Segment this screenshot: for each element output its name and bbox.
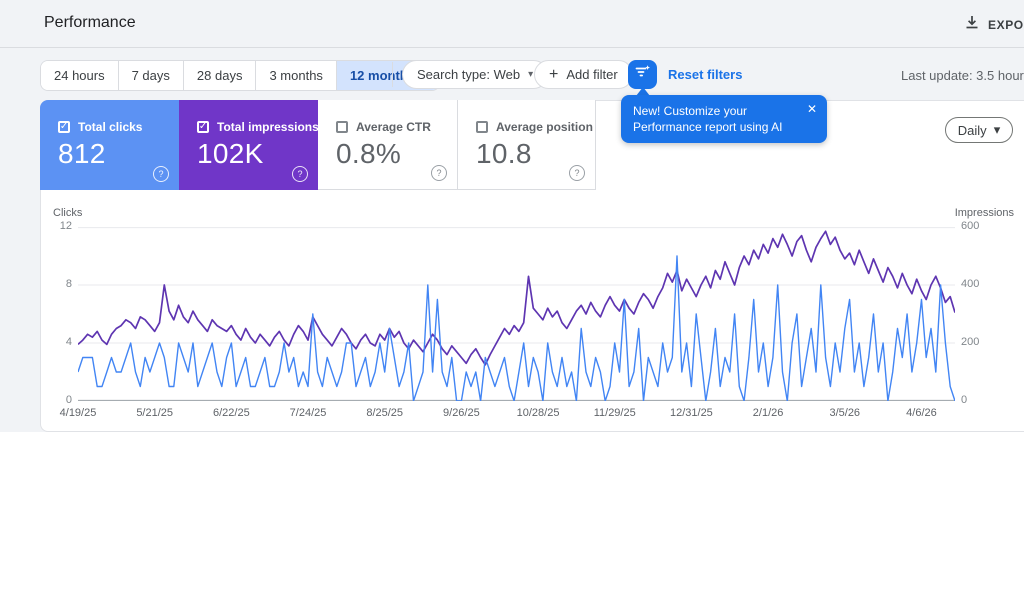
right-axis-tick: 600 [961, 220, 979, 232]
date-range-28-days[interactable]: 28 days [184, 61, 257, 90]
ai-promo-text: New! Customize your Performance report u… [633, 103, 782, 135]
chevron-down-icon: ▾ [528, 69, 533, 80]
left-axis-title: Clicks [53, 207, 82, 219]
metric-tile-average-ctr[interactable]: Average CTR 0.8%? [318, 100, 457, 190]
left-axis-tick: 4 [40, 336, 72, 348]
plus-icon: + [549, 67, 558, 83]
add-filter-button[interactable]: + Add filter [534, 60, 633, 89]
checkbox-icon[interactable] [476, 121, 488, 133]
checkbox-icon[interactable]: ✓ [58, 121, 70, 133]
x-axis-tick: 4/6/26 [889, 407, 953, 419]
help-icon[interactable]: ? [153, 166, 169, 182]
search-type-button[interactable]: Search type: Web ▾ [402, 60, 548, 89]
checkbox-icon[interactable] [336, 121, 348, 133]
date-range-group: 24 hours7 days28 days3 months12 months▾ [40, 60, 440, 91]
metric-tile-head: Average position [476, 120, 593, 134]
metric-tiles: ✓ Total clicks 812? ✓ Total impressions 102K?… [40, 100, 596, 190]
page-title: Performance [44, 14, 136, 32]
left-axis-tick: 8 [40, 278, 72, 290]
x-axis-tick: 3/5/26 [813, 407, 877, 419]
metric-label: Total impressions [217, 120, 319, 134]
metric-tile-head: ✓ Total impressions [197, 120, 319, 134]
x-axis-tick: 10/28/25 [506, 407, 570, 419]
metric-value: 0.8% [336, 138, 401, 170]
help-icon[interactable]: ? [569, 165, 585, 181]
metric-value: 102K [197, 138, 264, 170]
date-range-label: 24 hours [54, 68, 105, 83]
metric-label: Average position [496, 120, 593, 134]
metric-value: 812 [58, 138, 106, 170]
x-axis-tick: 6/22/25 [199, 407, 263, 419]
chevron-down-icon: ▾ [994, 122, 1001, 138]
right-axis-tick: 200 [961, 336, 979, 348]
x-axis-tick: 2/1/26 [736, 407, 800, 419]
ai-filter-button[interactable] [628, 60, 657, 89]
x-axis-tick: 9/26/25 [429, 407, 493, 419]
metric-value: 10.8 [476, 138, 532, 170]
performance-page: Performance EXPORT 24 hours 7 days 28 days… [0, 0, 1024, 589]
granularity-label: Daily [958, 123, 987, 138]
search-type-label: Search type: Web [417, 67, 520, 82]
x-axis-tick: 4/19/25 [46, 407, 110, 419]
x-axis-tick: 11/29/25 [583, 407, 647, 419]
metric-tile-total-impressions[interactable]: ✓ Total impressions 102K? [179, 100, 318, 190]
right-axis-tick: 400 [961, 278, 979, 290]
export-label: EXPORT [988, 18, 1024, 32]
ai-filter-icon [634, 64, 651, 85]
left-axis-tick: 12 [40, 220, 72, 232]
metric-tile-head: Average CTR [336, 120, 431, 134]
filters-toolbar: 24 hours7 days28 days3 months12 months▾ … [0, 48, 1024, 100]
checkbox-icon[interactable]: ✓ [197, 121, 209, 133]
reset-filters-link[interactable]: Reset filters [668, 67, 742, 82]
x-axis-tick: 12/31/25 [659, 407, 723, 419]
right-axis-tick: 0 [961, 394, 967, 406]
date-range-24-hours[interactable]: 24 hours [41, 61, 119, 90]
x-axis-tick: 7/24/25 [276, 407, 340, 419]
ai-promo-line1: New! Customize your [633, 103, 782, 119]
ai-promo-tooltip: New! Customize your Performance report u… [621, 95, 827, 143]
date-range-label: 28 days [197, 68, 243, 83]
right-axis-title: Impressions [952, 207, 1014, 219]
date-range-label: 3 months [269, 68, 322, 83]
x-axis-tick: 5/21/25 [123, 407, 187, 419]
date-range-7-days[interactable]: 7 days [119, 61, 184, 90]
ai-promo-line2: Performance report using AI [633, 119, 782, 135]
last-update-text: Last update: 3.5 hours ago [901, 68, 1024, 83]
series-line-total-impressions [78, 231, 955, 364]
page-header: Performance EXPORT [0, 0, 1024, 48]
chart-canvas[interactable] [78, 227, 955, 401]
help-icon[interactable]: ? [292, 166, 308, 182]
metric-label: Total clicks [78, 120, 142, 134]
metric-tile-total-clicks[interactable]: ✓ Total clicks 812? [40, 100, 179, 190]
left-axis-tick: 0 [40, 394, 72, 406]
help-icon[interactable]: ? [431, 165, 447, 181]
date-range-label: 7 days [132, 68, 170, 83]
metric-tile-average-position[interactable]: Average position 10.8? [457, 100, 596, 190]
metric-tile-head: ✓ Total clicks [58, 120, 142, 134]
add-filter-label: Add filter [566, 67, 617, 82]
metric-label: Average CTR [356, 120, 431, 134]
x-axis-tick: 8/25/25 [353, 407, 417, 419]
date-range-3-months[interactable]: 3 months [256, 61, 336, 90]
export-button[interactable]: EXPORT [965, 15, 1024, 35]
granularity-dropdown[interactable]: Daily ▾ [945, 117, 1013, 143]
close-icon[interactable]: ✕ [807, 102, 817, 116]
toolbar-divider [392, 62, 393, 87]
download-icon [965, 15, 979, 35]
